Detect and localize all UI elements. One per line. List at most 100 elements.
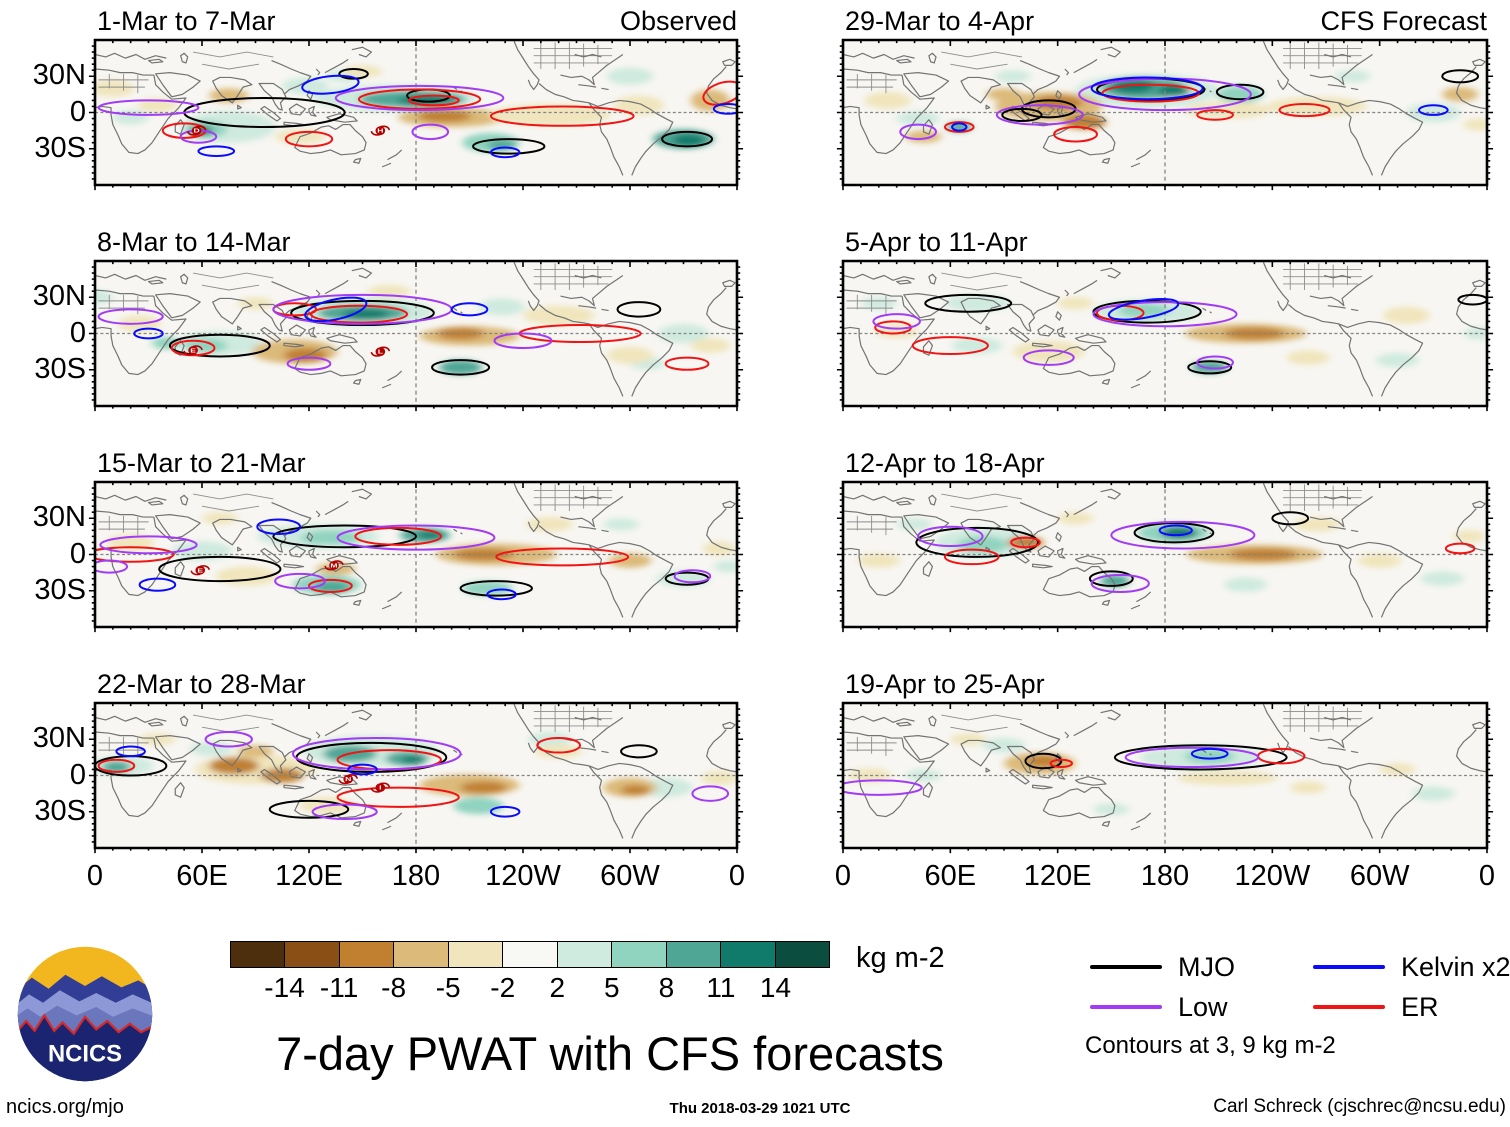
- footer-url: ncics.org/mjo: [6, 1096, 124, 1118]
- axis-ticks: [88, 703, 744, 854]
- legend-line-swatch: [1313, 965, 1385, 969]
- kelvin-contour: [348, 765, 377, 775]
- x-tick-label: 0: [1478, 860, 1496, 892]
- colorbar-segment: [339, 942, 395, 967]
- x-tick-label: 120W: [1234, 860, 1311, 892]
- map-panel: [836, 261, 1494, 412]
- y-tick-label: 30S: [34, 573, 86, 606]
- colorbar-tick-label: 14: [759, 972, 792, 1003]
- er-contour: [537, 738, 580, 753]
- coastlines: [843, 483, 1487, 617]
- map-panel: E M: [88, 482, 744, 633]
- y-tick-label: 30N: [32, 501, 86, 534]
- mjo-contour: [1272, 512, 1308, 524]
- x-tick-label: 120E: [1023, 860, 1092, 892]
- low-contour: [91, 561, 127, 573]
- low-contour: [1197, 356, 1233, 368]
- mjo-contour: [339, 69, 368, 79]
- er-contour: [172, 341, 215, 356]
- colorbar-tick-label: 11: [706, 972, 736, 1003]
- low-contour: [206, 732, 252, 747]
- figure-title: 7-day PWAT with CFS forecasts: [276, 1027, 944, 1080]
- svg-text:E: E: [190, 347, 196, 354]
- x-tick-label: 60E: [176, 860, 228, 892]
- colorbar-segment: [775, 942, 829, 967]
- panel-title: 29-Mar to 4-Apr: [845, 6, 1035, 36]
- er-contour: [1011, 538, 1040, 548]
- x-tick-label: 180: [391, 860, 441, 892]
- mjo-contour: [1217, 85, 1264, 100]
- axis-ticks: [836, 703, 1494, 854]
- y-tick-label: 30S: [34, 131, 86, 164]
- colorbar-segment: [612, 942, 667, 967]
- legend-line-swatch: [1090, 1005, 1162, 1009]
- map-canvas: E L: [88, 261, 744, 412]
- legend-entry: MJO: [1090, 952, 1235, 982]
- legend-line-swatch: [1090, 965, 1162, 969]
- colorbar-tick-label: -8: [381, 972, 407, 1003]
- kelvin-contour: [116, 747, 145, 757]
- legend-line-swatch: [1313, 1005, 1385, 1009]
- tropical-cyclone-marker: D: [188, 126, 206, 135]
- legend-label: MJO: [1178, 951, 1235, 982]
- er-contour: [913, 337, 988, 354]
- er-contour: [99, 760, 135, 772]
- er-contour: [409, 96, 459, 106]
- er-contour: [491, 106, 634, 125]
- x-tick-label: 0: [86, 860, 104, 892]
- x-tick-label: 0: [728, 860, 746, 892]
- colorbar-tick-label: -5: [435, 972, 461, 1003]
- svg-text:L: L: [378, 348, 384, 355]
- colorbar-tick-label: -14: [264, 972, 305, 1003]
- kelvin-contour: [452, 303, 488, 315]
- kelvin-contour: [1092, 77, 1203, 99]
- y-tick-label: 30N: [32, 280, 86, 313]
- x-tick-label: 120E: [275, 860, 343, 892]
- colorbar-segment: [503, 942, 558, 967]
- coastlines: [95, 262, 737, 396]
- low-contour: [181, 131, 217, 143]
- mjo-contour: [1090, 571, 1133, 586]
- er-contour: [286, 132, 332, 147]
- er-contour: [309, 580, 352, 592]
- mjo-contour: [1442, 70, 1478, 82]
- mjo-contour: [159, 557, 280, 581]
- colorbar-tick-label: 8: [658, 972, 675, 1003]
- low-contour: [313, 805, 377, 820]
- colorbar-segment: [666, 942, 722, 967]
- y-tick-label: 30N: [32, 59, 86, 92]
- mjo-contour: [473, 139, 544, 154]
- mjo-contour: [1115, 745, 1287, 769]
- low-contour: [99, 309, 163, 324]
- tropical-cyclone-marker: I: [371, 783, 389, 792]
- low-contour: [336, 86, 504, 110]
- colorbar-segment: [285, 942, 340, 967]
- x-axis-labels: 0 60E 120E 180 120W 60W 0: [835, 860, 1495, 894]
- kelvin-contour: [257, 519, 300, 534]
- panel-title: 12-Apr to 18-Apr: [845, 448, 1045, 478]
- mjo-contour: [432, 360, 489, 375]
- er-contour: [666, 358, 709, 370]
- tropical-cyclone-marker: L: [371, 347, 389, 356]
- coastlines: [843, 262, 1487, 396]
- kelvin-contour: [491, 148, 520, 158]
- x-tick-label: 0: [834, 860, 852, 892]
- tropical-cyclone-marker: E: [184, 346, 202, 355]
- mjo-contour: [273, 526, 416, 548]
- panel-title: 15-Mar to 21-Mar: [97, 448, 306, 478]
- low-contour: [900, 125, 936, 140]
- axis-ticks: [836, 482, 1494, 633]
- low-contour: [873, 314, 920, 329]
- panel-title: 8-Mar to 14-Mar: [97, 227, 291, 257]
- low-contour: [1093, 302, 1236, 326]
- legend-note: Contours at 3, 9 kg m-2: [1085, 1032, 1336, 1059]
- axis-ticks: [88, 40, 744, 191]
- y-tick-label: 30N: [32, 722, 86, 755]
- er-contour: [1197, 110, 1233, 120]
- map-panel: N I: [88, 703, 744, 854]
- column-header-observed: Observed: [619, 6, 737, 36]
- mjo-contour: [1002, 109, 1041, 121]
- x-tick-label: 180: [1140, 860, 1190, 892]
- legend-entry: Low: [1090, 992, 1228, 1022]
